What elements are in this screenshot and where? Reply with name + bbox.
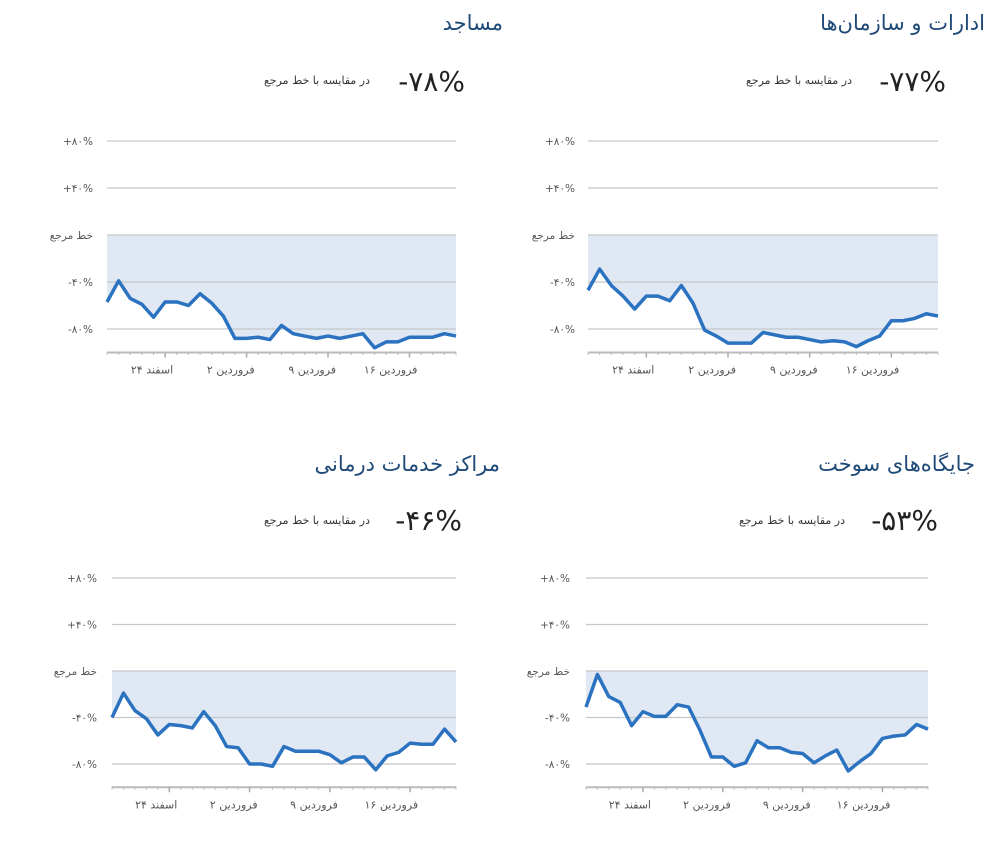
x-tick-label: ۲ فروردین [207, 364, 255, 377]
x-tick-label: ۹ فروردین [763, 798, 811, 811]
x-tick-label: ۲ فروردین [683, 798, 731, 811]
y-tick-label: +۴۰% [63, 183, 93, 195]
y-tick-label: خط مرجع [54, 666, 97, 678]
chart-panel: ادارات و سازمان‌ها -۷۷% در مقایسه با خط مر… [532, 11, 985, 377]
chart-title: ادارات و سازمان‌ها [820, 11, 985, 35]
x-tick-label: ۲۴ اسفند [135, 798, 177, 811]
headline-value: -۷۸% [398, 65, 465, 98]
headline-value: -۷۷% [879, 65, 946, 98]
chart-title: مراکز خدمات درمانی [314, 452, 500, 476]
y-tick-label: +۴۰% [545, 183, 575, 195]
y-tick-label: +۴۰% [540, 620, 570, 632]
x-tick-label: ۲۴ اسفند [612, 364, 654, 377]
y-tick-label: +۸۰% [540, 573, 570, 585]
x-tick-label: ۹ فروردین [770, 364, 818, 377]
headline-value: -۵۳% [871, 504, 938, 537]
y-tick-label: +۸۰% [63, 136, 93, 148]
headline-caption: در مقایسه با خط مرجع [264, 514, 370, 527]
chart-panel: مساجد -۷۸% در مقایسه با خط مرجع +۸۰% +۴۰% خط … [50, 11, 503, 377]
headline-value: -۴۶% [395, 504, 462, 537]
y-tick-label: +۸۰% [67, 573, 97, 585]
below-baseline-fill [112, 671, 456, 770]
y-tick-label: خط مرجع [527, 666, 570, 678]
y-tick-label: -۸۰% [72, 759, 97, 771]
headline-caption: در مقایسه با خط مرجع [746, 74, 852, 87]
x-tick-label: ۱۶ فروردین [837, 798, 891, 811]
x-tick-label: ۲ فروردین [688, 364, 736, 377]
y-tick-label: -۸۰% [68, 324, 93, 336]
headline-caption: در مقایسه با خط مرجع [739, 514, 845, 527]
y-tick-label: +۸۰% [545, 136, 575, 148]
x-tick-label: ۹ فروردین [290, 798, 338, 811]
chart-panel: جایگاه‌های سوخت -۵۳% در مقایسه با خط مرجع +… [527, 452, 975, 811]
below-baseline-fill [107, 235, 456, 348]
x-tick-label: ۲ فروردین [210, 798, 258, 811]
y-tick-label: -۴۰% [545, 713, 570, 725]
chart-title: مساجد [443, 11, 503, 35]
x-tick-label: ۱۶ فروردین [364, 364, 418, 377]
x-tick-label: ۹ فروردین [288, 364, 336, 377]
x-tick-label: ۲۴ اسفند [609, 798, 651, 811]
below-baseline-fill [588, 235, 938, 347]
y-tick-label: خط مرجع [50, 230, 93, 242]
y-tick-label: -۴۰% [68, 277, 93, 289]
x-tick-label: ۲۴ اسفند [131, 364, 173, 377]
headline-caption: در مقایسه با خط مرجع [264, 74, 370, 87]
y-tick-label: -۴۰% [550, 277, 575, 289]
y-tick-label: -۸۰% [550, 324, 575, 336]
x-tick-label: ۱۶ فروردین [365, 798, 419, 811]
chart-panel: مراکز خدمات درمانی -۴۶% در مقایسه با خط مر… [54, 452, 500, 811]
x-tick-label: ۱۶ فروردین [846, 364, 900, 377]
y-tick-label: خط مرجع [532, 230, 575, 242]
y-tick-label: -۸۰% [545, 759, 570, 771]
chart-title: جایگاه‌های سوخت [818, 452, 975, 476]
below-baseline-fill [586, 671, 928, 771]
y-tick-label: -۴۰% [72, 713, 97, 725]
y-tick-label: +۴۰% [67, 620, 97, 632]
